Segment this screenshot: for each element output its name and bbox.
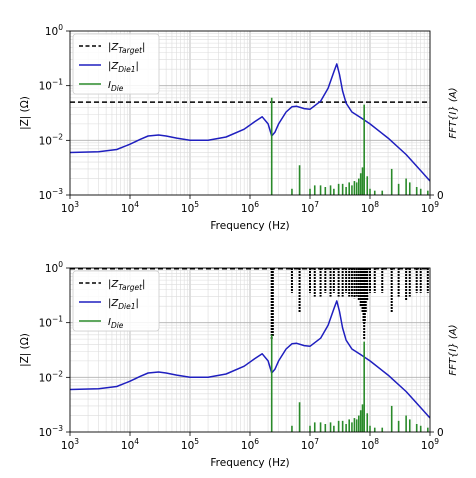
x-tick-label: 108: [361, 437, 379, 452]
legend: |ZTarget| |ZDie1| IDie: [72, 270, 160, 332]
impedance-curve: [70, 63, 430, 182]
y-tick-label: 10−2: [39, 369, 64, 384]
legend-entry: IDie: [108, 80, 124, 93]
y-tick-label: 10−3: [39, 424, 64, 439]
y-tick-label: 10−1: [39, 78, 64, 93]
series--z-die1-: [70, 63, 430, 182]
x-tick-label: 103: [61, 200, 79, 215]
chart-panel-bottom: 103 104 105 106 107 108 109 10−3 10−2 10−1 100 0 Fre…: [19, 260, 459, 469]
legend-box: [72, 33, 160, 95]
legend-entry: |ZDie1|: [108, 61, 139, 74]
x-tick-label: 104: [121, 437, 139, 452]
series-i-die: [270, 334, 429, 432]
series--z-target-: [70, 268, 430, 340]
x-tick-label: 107: [301, 437, 319, 452]
x-tick-label: 108: [361, 200, 379, 215]
y-tick-label: 10−2: [39, 132, 64, 147]
x-tick-label: 106: [241, 200, 259, 215]
legend: |ZTarget| |ZDie1| IDie: [72, 33, 160, 95]
x-tick-label: 107: [301, 200, 319, 215]
y-axis-label: |Z| (Ω): [19, 96, 31, 130]
x-tick-label: 109: [421, 200, 439, 215]
y-tick-label: 100: [45, 260, 63, 275]
x-tick-label: 105: [181, 437, 199, 452]
x-tick-label: 105: [181, 200, 199, 215]
x-tick-label: 104: [121, 200, 139, 215]
impedance-curve: [70, 300, 430, 419]
y-tick-label: 10−1: [39, 315, 64, 330]
x-tick-label: 109: [421, 437, 439, 452]
y2-axis-label: FFT{I} (A): [448, 324, 459, 375]
y-tick-label: 10−3: [39, 187, 64, 202]
plot-area: [70, 63, 430, 195]
y2-tick-label: 0: [437, 427, 444, 439]
chart-panel-top: 103 104 105 106 107 108 109 10−3 10−2 10−1 100 0 Fre…: [19, 23, 459, 232]
legend-entry: |ZTarget|: [108, 279, 145, 292]
x-tick-label: 103: [61, 437, 79, 452]
y-axis-label: |Z| (Ω): [19, 333, 31, 367]
legend-entry: |ZTarget|: [108, 42, 145, 55]
y2-tick-label: 0: [437, 190, 444, 202]
x-tick-label: 106: [241, 437, 259, 452]
x-axis-label: Frequency (Hz): [210, 457, 289, 469]
legend-entry: IDie: [108, 317, 124, 330]
legend-entry: |ZDie1|: [108, 298, 139, 311]
legend-box: [72, 270, 160, 332]
y-tick-label: 100: [45, 23, 63, 38]
series--z-die1-: [70, 300, 430, 419]
plot-area: [70, 268, 430, 432]
y2-axis-label: FFT{I} (A): [448, 87, 459, 138]
series-i-die: [270, 97, 429, 195]
x-axis-label: Frequency (Hz): [210, 220, 289, 232]
